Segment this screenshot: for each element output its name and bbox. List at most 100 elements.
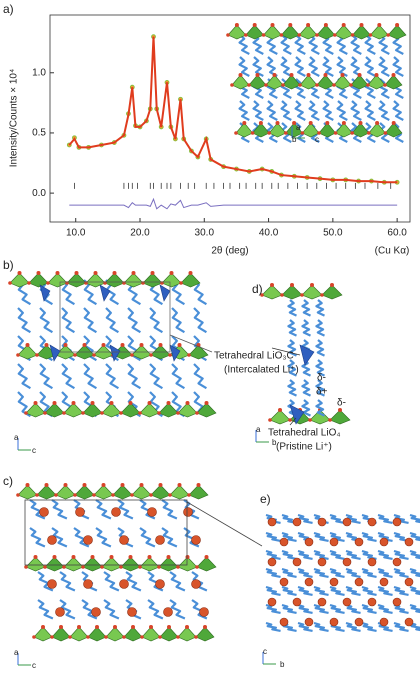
oxygen [383,131,388,135]
oxygen [247,83,251,87]
data-line [68,36,398,184]
linker [315,319,325,337]
oxygen [375,121,380,125]
oxygen [157,411,161,415]
x-tick-label: 50.0 [323,228,343,239]
leader [169,334,213,353]
octahedron [231,74,250,90]
y-tick-label: 0.0 [32,188,46,199]
li-ion [329,617,339,627]
oxygen [204,401,209,405]
axis-letter: b [292,135,297,144]
oxygen [176,411,180,415]
linker [409,585,420,596]
octahedron [82,556,103,572]
axis-letter: c [32,446,36,455]
li-ion [342,517,352,527]
octahedron [299,74,318,90]
oxygen [185,401,190,405]
linker [297,549,313,560]
octahedron [63,556,84,572]
linker [361,531,377,542]
oxygen [111,493,115,497]
li-ion [304,617,314,627]
oxygen [168,493,172,497]
linker [294,100,306,121]
oxygen [44,483,49,487]
linker [364,56,376,77]
octahedron [369,24,389,40]
octahedron [195,626,215,642]
linker [329,567,345,578]
oxygen [8,281,12,285]
oxygen [260,293,264,297]
octahedron [131,484,152,500]
linker [29,527,46,548]
octahedron [177,626,197,642]
unit-cell [24,499,188,566]
oxygen [325,121,330,125]
linker [294,56,306,77]
li-ion [379,617,389,627]
oxygen [367,131,371,135]
oxygen [74,271,79,275]
octahedron [329,409,351,425]
linker [169,571,186,592]
panel-label: d) [252,282,263,296]
oxygen [391,73,396,77]
oxygen [350,33,355,37]
oxygen [267,131,272,135]
oxygen [323,73,328,77]
linker [329,549,345,560]
linker [238,34,250,55]
oxygen [112,271,117,275]
linker [345,585,361,596]
li-ion [367,557,377,567]
oxygen [195,411,199,415]
oxygen [366,83,370,87]
linker [147,571,164,592]
oxygen [185,555,190,559]
li-ion [317,517,327,527]
x-tick-label: 20.0 [130,228,150,239]
linker [301,399,311,417]
linker [281,585,297,596]
oxygen [113,625,117,629]
linker [39,363,53,390]
oxygen [359,23,364,27]
oxygen [234,23,239,27]
linker [280,34,292,55]
oxygen [234,131,238,135]
li-ion [199,607,209,617]
linker [409,567,420,578]
linker [171,363,185,390]
li-ion [119,579,129,589]
octahedron [120,556,141,572]
oxygen [147,401,152,405]
linker [252,100,264,121]
octahedron [36,484,57,500]
oxygen [204,555,209,559]
oxygen [128,555,133,559]
li-ion [267,597,277,607]
oxygen [250,131,255,135]
li-ion [191,579,201,589]
linker [265,549,281,560]
linker [287,299,297,317]
linker [315,299,325,317]
octahedron [87,626,107,642]
oxygen [368,33,373,37]
oxygen [25,343,30,347]
octahedron [177,556,198,572]
li-ion [83,579,93,589]
oxygen [317,131,321,135]
linker [361,585,377,596]
linker [364,100,376,121]
oxygen [377,23,382,27]
oxygen [391,121,396,125]
linker [266,56,278,77]
oxygen [281,83,285,87]
linker [81,599,98,620]
oxygen [130,493,134,497]
panel-label: b) [3,258,14,272]
